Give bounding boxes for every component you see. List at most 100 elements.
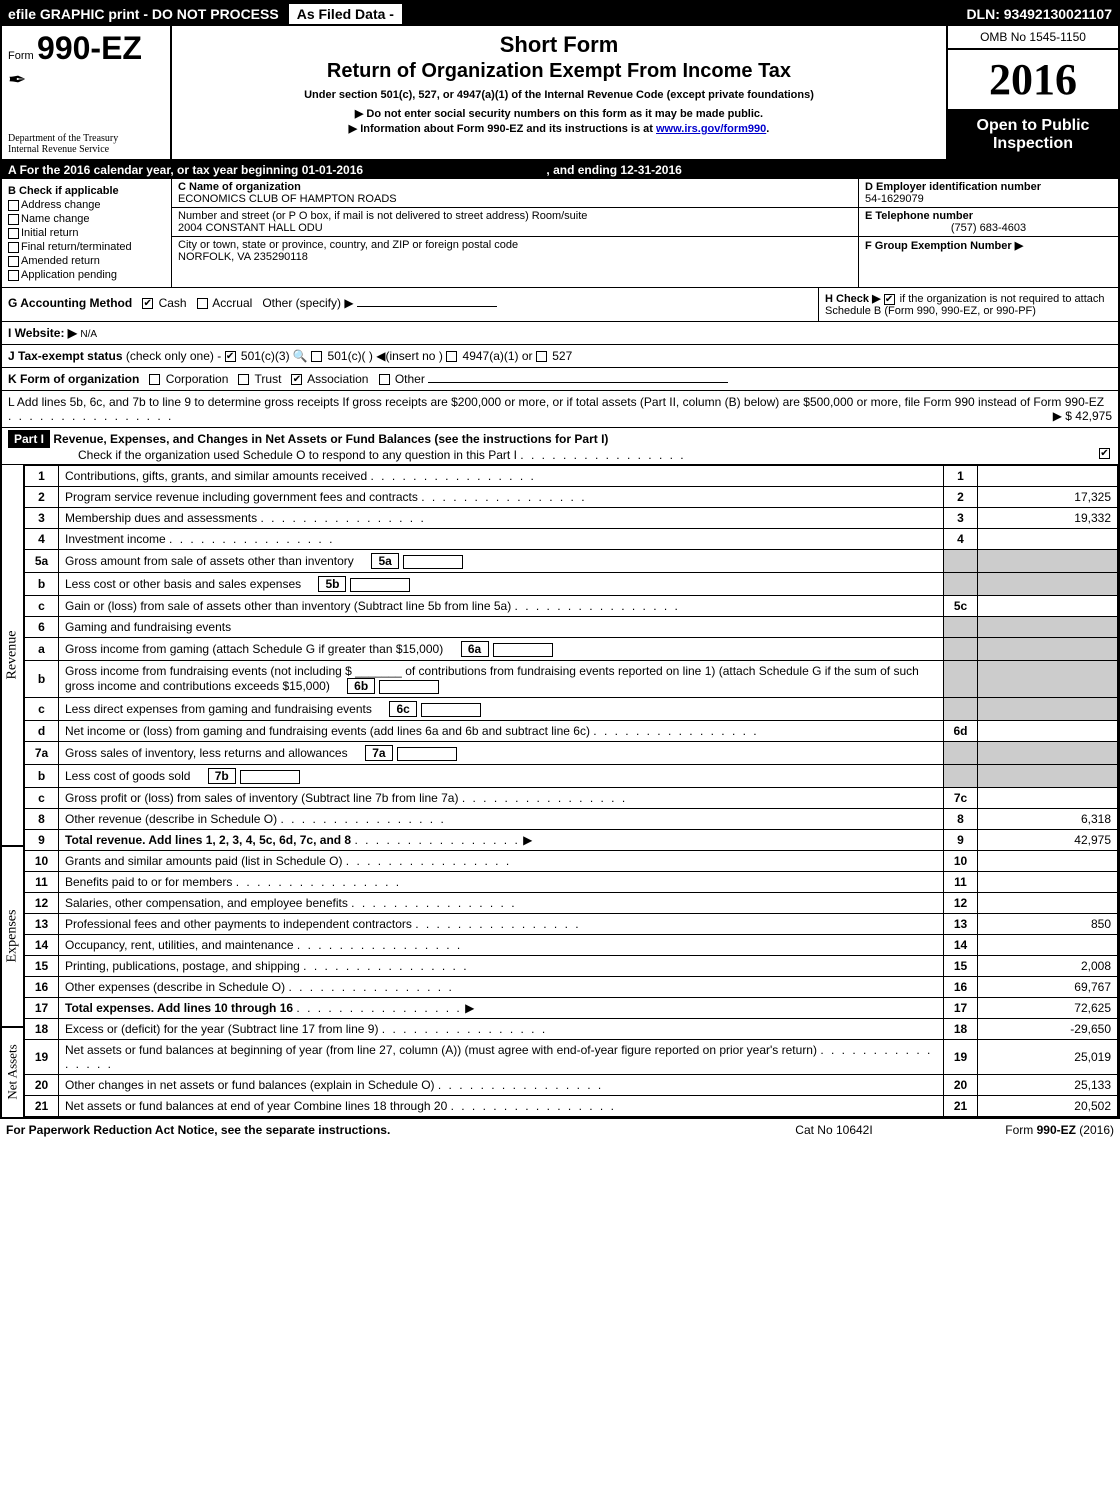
- line-ref-number: 2: [944, 487, 978, 508]
- line-number: d: [25, 721, 59, 742]
- line-number: 8: [25, 809, 59, 830]
- phone-value: (757) 683-4603: [865, 222, 1112, 234]
- row-j: J Tax-exempt status (check only one) - 5…: [2, 345, 1118, 368]
- cb-4947[interactable]: [446, 351, 457, 362]
- line-number: 1: [25, 466, 59, 487]
- line-amount: 25,019: [978, 1040, 1118, 1075]
- line-ref-number: 13: [944, 914, 978, 935]
- form-ref: Form 990-EZ (2016): [934, 1123, 1114, 1137]
- line-ref-number: 1: [944, 466, 978, 487]
- line-amount: 17,325: [978, 487, 1118, 508]
- line-description: Other expenses (describe in Schedule O): [59, 977, 944, 998]
- line-description: Contributions, gifts, grants, and simila…: [59, 466, 944, 487]
- line-amount: [978, 529, 1118, 550]
- line-description: Gross amount from sale of assets other t…: [59, 550, 944, 573]
- line-row: aGross income from gaming (attach Schedu…: [25, 638, 1118, 661]
- cb-final-return[interactable]: Final return/terminated: [8, 241, 165, 253]
- subtitle: Under section 501(c), 527, or 4947(a)(1)…: [178, 89, 940, 101]
- line-ref-number: 20: [944, 1075, 978, 1096]
- line-amount: [978, 851, 1118, 872]
- line-description: Gain or (loss) from sale of assets other…: [59, 596, 944, 617]
- line-amount: [978, 698, 1118, 721]
- line-ref-number: [944, 617, 978, 638]
- line-ref-number: [944, 638, 978, 661]
- part-i-header: Part I Revenue, Expenses, and Changes in…: [2, 428, 1118, 465]
- line-description: Gross profit or (loss) from sales of inv…: [59, 788, 944, 809]
- cb-corporation[interactable]: [149, 374, 160, 385]
- line-description: Benefits paid to or for members: [59, 872, 944, 893]
- line-ref-number: 16: [944, 977, 978, 998]
- cb-501c3[interactable]: [225, 351, 236, 362]
- cb-address-change[interactable]: Address change: [8, 199, 165, 211]
- cb-association[interactable]: [291, 374, 302, 385]
- line-amount: 25,133: [978, 1075, 1118, 1096]
- section-def: D Employer identification number 54-1629…: [858, 179, 1118, 287]
- efile-label: efile GRAPHIC print - DO NOT PROCESS: [2, 4, 285, 24]
- line-amount: [978, 935, 1118, 956]
- cb-schedule-b[interactable]: [884, 294, 895, 305]
- cb-501c[interactable]: [311, 351, 322, 362]
- cb-other-org[interactable]: [379, 374, 390, 385]
- line-amount: 20,502: [978, 1096, 1118, 1117]
- website-value: N/A: [80, 329, 97, 340]
- section-c: C Name of organization ECONOMICS CLUB OF…: [172, 179, 858, 287]
- cb-cash[interactable]: [142, 298, 153, 309]
- ein-label: D Employer identification number: [865, 181, 1041, 193]
- line-row: bGross income from fundraising events (n…: [25, 661, 1118, 698]
- line-ref-number: 6d: [944, 721, 978, 742]
- cb-amended-return[interactable]: Amended return: [8, 255, 165, 267]
- line-description: Total revenue. Add lines 1, 2, 3, 4, 5c,…: [59, 830, 944, 851]
- omb-number: OMB No 1545-1150: [948, 26, 1118, 50]
- side-netassets: Net Assets: [5, 1045, 21, 1100]
- cb-trust[interactable]: [238, 374, 249, 385]
- line-description: Gross income from gaming (attach Schedul…: [59, 638, 944, 661]
- line-amount: [978, 742, 1118, 765]
- page-footer: For Paperwork Reduction Act Notice, see …: [0, 1119, 1120, 1141]
- line-amount: [978, 596, 1118, 617]
- part-i-label: Part I: [8, 430, 50, 448]
- line-row: 15Printing, publications, postage, and s…: [25, 956, 1118, 977]
- line-ref-number: [944, 765, 978, 788]
- line-row: 5aGross amount from sale of assets other…: [25, 550, 1118, 573]
- line-description: Gross income from fundraising events (no…: [59, 661, 944, 698]
- phone-label: E Telephone number: [865, 210, 973, 222]
- line-description: Other revenue (describe in Schedule O): [59, 809, 944, 830]
- line-description: Salaries, other compensation, and employ…: [59, 893, 944, 914]
- form-prefix: Form: [8, 50, 34, 62]
- section-a-bar: A For the 2016 calendar year, or tax yea…: [2, 161, 1118, 179]
- cb-schedule-o[interactable]: [1099, 448, 1110, 459]
- row-k: K Form of organization Corporation Trust…: [2, 368, 1118, 391]
- line-number: 11: [25, 872, 59, 893]
- cb-527[interactable]: [536, 351, 547, 362]
- line-number: b: [25, 573, 59, 596]
- line-ref-number: 12: [944, 893, 978, 914]
- line-description: Gross sales of inventory, less returns a…: [59, 742, 944, 765]
- irs-link[interactable]: www.irs.gov/form990: [656, 123, 766, 135]
- line-amount: 19,332: [978, 508, 1118, 529]
- line-number: 9: [25, 830, 59, 851]
- form-container: efile GRAPHIC print - DO NOT PROCESS As …: [0, 0, 1120, 1119]
- cb-accrual[interactable]: [197, 298, 208, 309]
- cb-name-change[interactable]: Name change: [8, 213, 165, 225]
- line-number: 5a: [25, 550, 59, 573]
- line-number: 2: [25, 487, 59, 508]
- addr-value: 2004 CONSTANT HALL ODU: [178, 222, 323, 234]
- line-row: bLess cost of goods sold 7b: [25, 765, 1118, 788]
- line-number: 4: [25, 529, 59, 550]
- line-description: Program service revenue including govern…: [59, 487, 944, 508]
- line-description: Gaming and fundraising events: [59, 617, 944, 638]
- line-row: cLess direct expenses from gaming and fu…: [25, 698, 1118, 721]
- header-left: Form 990-EZ ✒ Department of the Treasury…: [2, 26, 172, 159]
- line-row: 20Other changes in net assets or fund ba…: [25, 1075, 1118, 1096]
- line-number: 7a: [25, 742, 59, 765]
- line-ref-number: [944, 698, 978, 721]
- line-row: 7aGross sales of inventory, less returns…: [25, 742, 1118, 765]
- cb-initial-return[interactable]: Initial return: [8, 227, 165, 239]
- line-number: 10: [25, 851, 59, 872]
- line-ref-number: 8: [944, 809, 978, 830]
- cb-application-pending[interactable]: Application pending: [8, 269, 165, 281]
- line-ref-number: 14: [944, 935, 978, 956]
- line-row: bLess cost or other basis and sales expe…: [25, 573, 1118, 596]
- section-bcf: B Check if applicable Address change Nam…: [2, 179, 1118, 288]
- line-number: 20: [25, 1075, 59, 1096]
